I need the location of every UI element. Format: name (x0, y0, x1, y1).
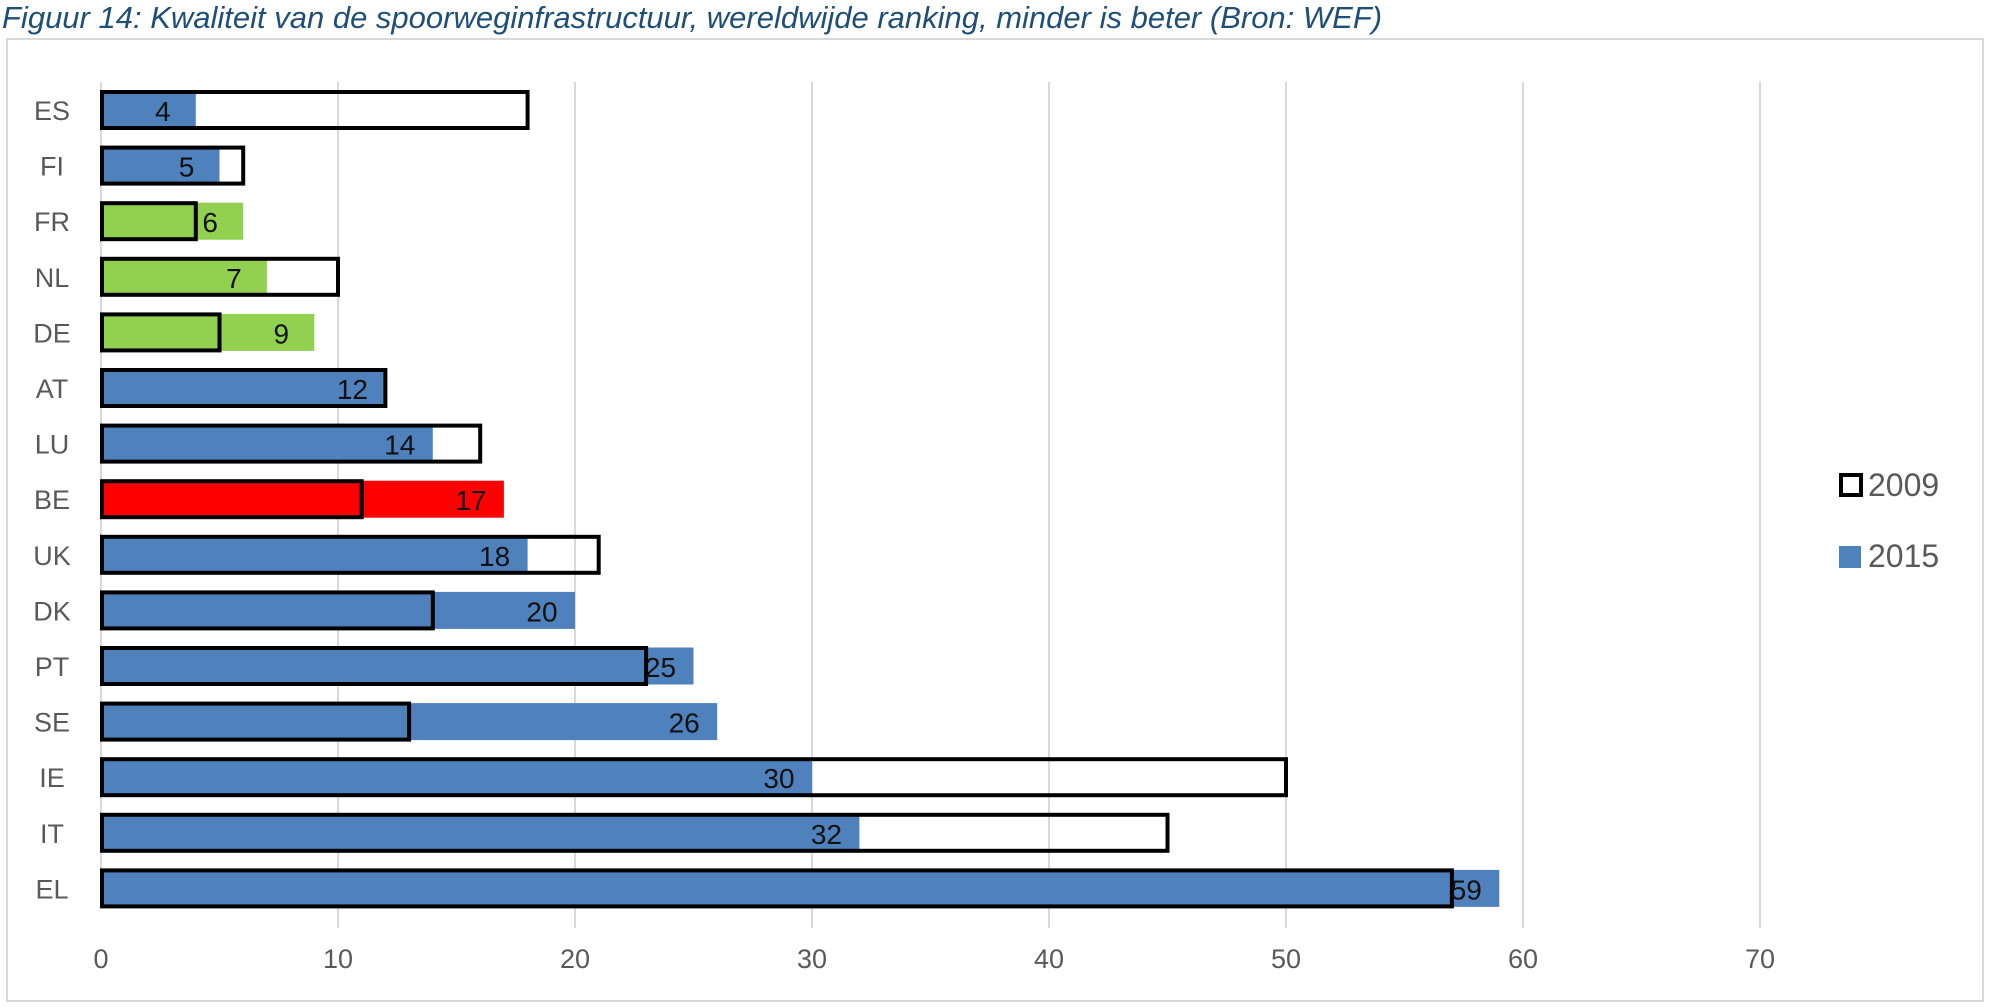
data-label-uk: 18 (479, 541, 510, 572)
bar-2009-ie (100, 757, 1288, 798)
category-label-nl: NL (35, 263, 70, 293)
legend-label-2015: 2015 (1868, 538, 1939, 574)
bar-2015-el (101, 869, 1500, 907)
x-tick-label: 40 (1034, 944, 1064, 974)
bar-2015-be (101, 480, 504, 518)
data-label-at: 12 (337, 374, 368, 405)
x-tick-labels: 0 10 20 30 40 50 60 70 (93, 944, 1775, 974)
data-label-be: 17 (455, 485, 486, 516)
category-label-el: EL (35, 874, 68, 904)
data-label-de: 9 (274, 318, 290, 349)
bar-2009-nl (100, 256, 340, 297)
category-label-lu: LU (35, 430, 70, 460)
legend-swatch-2015 (1839, 546, 1861, 568)
bar-2015-es (101, 91, 196, 129)
bar-2009-at (100, 368, 388, 408)
bar-2015-de (101, 313, 315, 351)
bar-2009-it (100, 812, 1170, 853)
figure-title: Figuur 14: Kwaliteit van de spoorweginfr… (2, 0, 1383, 35)
category-label-fr: FR (34, 207, 70, 237)
data-label-pt: 25 (645, 652, 676, 683)
data-label-el: 59 (1451, 874, 1482, 905)
bar-2009-es (100, 90, 530, 130)
data-label-lu: 14 (384, 430, 415, 461)
x-tick-label: 60 (1508, 944, 1538, 974)
category-label-fi: FI (40, 152, 64, 182)
data-label-dk: 20 (526, 596, 557, 627)
category-label-de: DE (33, 318, 71, 348)
bar-2015-dk (101, 591, 575, 629)
x-tick-label: 0 (93, 944, 108, 974)
legend-label-2009: 2009 (1868, 467, 1939, 503)
bar-2015-fi (101, 147, 220, 185)
x-tick-label: 50 (1271, 944, 1301, 974)
category-label-se: SE (34, 708, 70, 738)
bar-2009-dk (100, 590, 435, 631)
bar-2009-se (100, 701, 412, 742)
bar-2015-uk (101, 536, 528, 574)
bar-2015-lu (101, 425, 433, 463)
bar-2009-be (100, 479, 364, 520)
bar-2009-lu (100, 423, 483, 464)
category-label-be: BE (34, 485, 70, 515)
category-label-uk: UK (33, 541, 71, 571)
data-label-ie: 30 (763, 763, 794, 794)
x-tick-label: 30 (797, 944, 827, 974)
category-label-pt: PT (35, 652, 70, 682)
bar-2009-uk (100, 534, 601, 575)
data-label-es: 4 (155, 96, 171, 127)
data-label-se: 26 (669, 708, 700, 739)
bar-2009-fr (100, 201, 198, 242)
data-label-fr: 6 (202, 207, 218, 238)
bar-2009-pt (100, 646, 649, 686)
category-labels: ES FI FR NL DE AT LU BE UK DK PT SE IE IT EL (33, 96, 71, 904)
bar-2015-nl (101, 258, 267, 296)
category-label-es: ES (34, 96, 70, 126)
legend: 2009 2015 (1839, 467, 1939, 574)
x-tick-label: 70 (1745, 944, 1775, 974)
bar-2015-pt (101, 647, 694, 685)
bar-2009-el (100, 868, 1454, 909)
category-label-it: IT (40, 819, 64, 849)
bar-2009-de (100, 312, 222, 353)
category-label-ie: IE (39, 763, 65, 793)
bar-2009-fi (100, 145, 246, 186)
legend-swatch-2009 (1839, 473, 1863, 497)
series-2009-bars (100, 90, 1454, 909)
data-label-it: 32 (811, 819, 842, 850)
series-2015-bars (101, 91, 1500, 907)
chart-frame (6, 38, 1984, 1002)
category-label-dk: DK (33, 596, 71, 626)
bar-2015-at (101, 369, 386, 407)
x-tick-label: 20 (560, 944, 590, 974)
bar-2015-ie (101, 758, 812, 796)
bar-2015-it (101, 814, 860, 852)
data-label-fi: 5 (179, 152, 195, 183)
bar-2015-fr (101, 202, 244, 240)
data-label-nl: 7 (226, 263, 242, 294)
x-tick-label: 10 (323, 944, 353, 974)
category-label-at: AT (36, 374, 69, 404)
